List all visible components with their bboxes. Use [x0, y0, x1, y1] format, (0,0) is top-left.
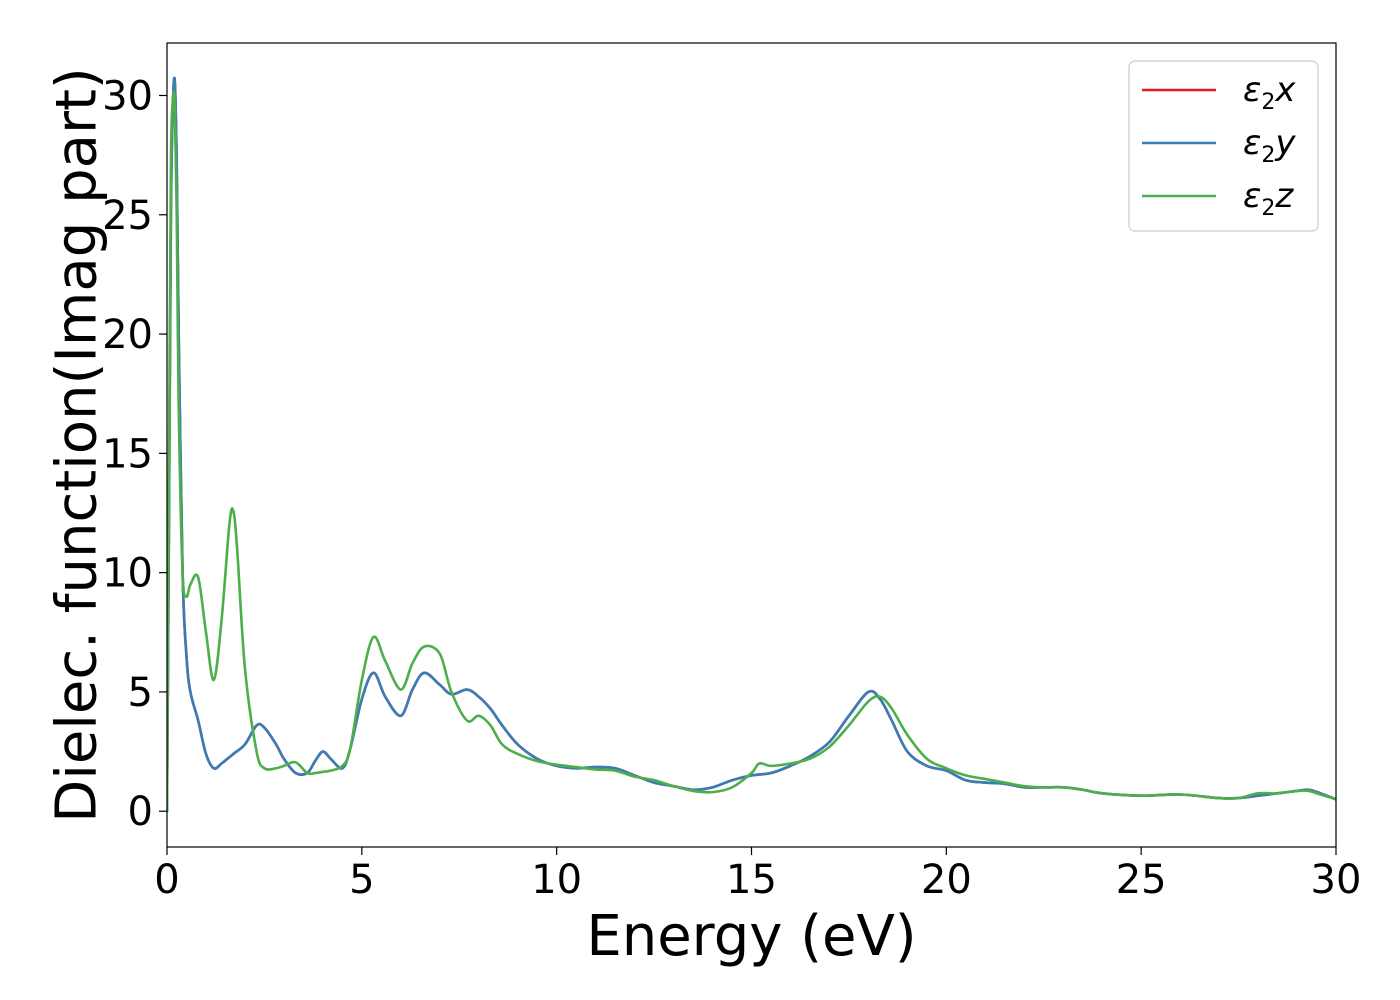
x-axis-label: Energy (eV) [586, 904, 916, 969]
legend-item-y: ε2y [1142, 123, 1296, 168]
x-axis-ticks: 0 5 10 15 20 25 30 [154, 847, 1361, 903]
series-layer [167, 76, 1336, 813]
y-axis-label: Dielec. function(Imag part) [45, 67, 110, 823]
y-tick-label: 10 [102, 551, 153, 597]
legend-label: ε2x [1243, 70, 1296, 115]
x-tick-label: 25 [1116, 857, 1167, 903]
y-axis-ticks: 0 5 10 15 20 25 30 [102, 73, 167, 835]
y-tick-label: 5 [128, 670, 153, 716]
legend-label: ε2z [1243, 176, 1294, 221]
y-tick-label: 20 [102, 312, 153, 358]
x-tick-label: 0 [154, 857, 179, 903]
legend-label: ε2y [1243, 123, 1296, 168]
legend: ε2x ε2y ε2z [1128, 60, 1319, 232]
x-tick-label: 20 [921, 857, 972, 903]
y-tick-label: 25 [102, 193, 153, 239]
y-tick-label: 0 [128, 789, 153, 835]
series-line-z [167, 90, 1336, 813]
x-tick-label: 30 [1311, 857, 1362, 903]
x-tick-label: 10 [531, 857, 582, 903]
legend-item-z: ε2z [1142, 176, 1294, 221]
x-tick-label: 15 [726, 857, 777, 903]
x-tick-label: 5 [349, 857, 374, 903]
y-tick-label: 30 [102, 73, 153, 119]
legend-box [1128, 60, 1319, 232]
y-tick-label: 15 [102, 431, 153, 477]
legend-item-x: ε2x [1142, 70, 1296, 115]
